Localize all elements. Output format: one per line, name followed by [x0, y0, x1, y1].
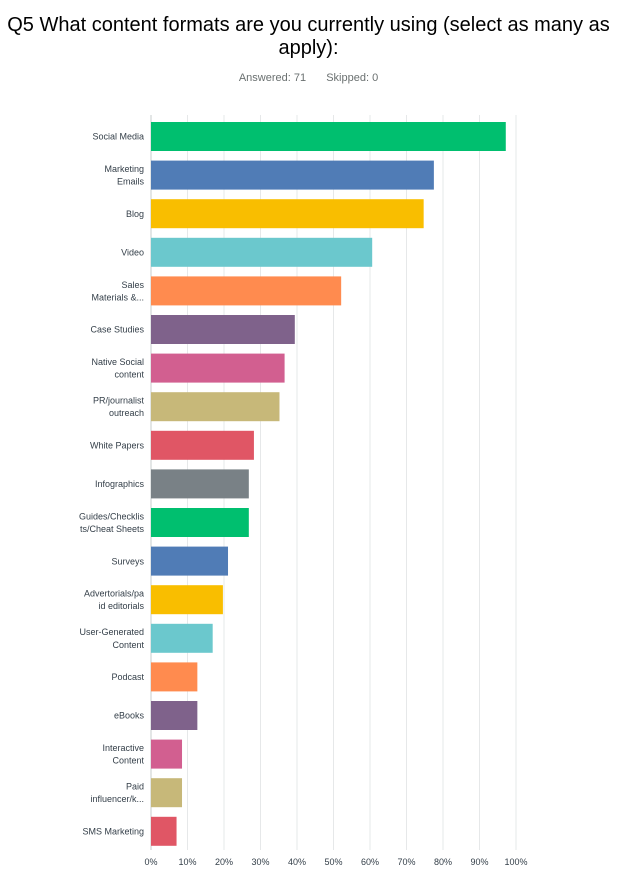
category-label: ts/Cheat Sheets: [80, 524, 145, 534]
bar: [151, 160, 434, 190]
chart-title: Q5 What content formats are you currentl…: [7, 14, 610, 59]
category-label: influencer/k...: [90, 794, 144, 804]
bar: [151, 469, 249, 499]
bar: [151, 122, 506, 151]
category-label: Content: [112, 756, 144, 766]
bar: [151, 546, 229, 576]
category-label: outreach: [109, 408, 144, 418]
bar: [151, 662, 198, 692]
category-label: Advertorials/pa: [84, 589, 144, 599]
bar: [151, 237, 373, 267]
bar: [151, 508, 249, 537]
bar: [151, 623, 213, 653]
x-tick-label: 0%: [144, 857, 157, 867]
category-label: Surveys: [111, 556, 144, 566]
category-label: Content: [112, 640, 144, 650]
x-tick-label: 30%: [251, 857, 269, 867]
x-tick-label: 10%: [178, 857, 196, 867]
bar: [151, 701, 198, 730]
bar: [151, 585, 223, 615]
gridlines: [150, 115, 517, 850]
category-label: Blog: [126, 209, 144, 219]
bar: [151, 430, 254, 460]
x-tick-label: 70%: [397, 857, 415, 867]
skipped-count: Skipped: 0: [326, 72, 379, 84]
category-label: Paid: [126, 782, 144, 792]
category-label: Emails: [117, 177, 145, 187]
category-label: Sales: [121, 280, 144, 290]
category-label: User-Generated: [79, 627, 144, 637]
category-label: SMS Marketing: [82, 827, 144, 837]
x-tick-label: 100%: [504, 857, 527, 867]
bar: [151, 778, 183, 808]
category-label: Native Social: [91, 357, 144, 367]
bar: [151, 739, 183, 769]
x-axis-ticks: 0% 10% 20% 30% 40% 50% 60% 70% 80% 90% 100%: [144, 857, 527, 867]
x-tick-label: 90%: [470, 857, 488, 867]
response-summary: Answered: 71 Skipped: 0: [0, 72, 617, 84]
x-tick-label: 40%: [288, 857, 306, 867]
category-labels: Social Media Marketing Emails Blog Video Sale…: [79, 132, 145, 837]
x-tick-label: 50%: [324, 857, 342, 867]
category-label: PR/journalist: [93, 396, 145, 406]
category-label: Infographics: [95, 479, 145, 489]
bar: [151, 315, 295, 344]
bar: [151, 816, 177, 846]
bar: [151, 392, 280, 422]
category-label: eBooks: [114, 711, 145, 721]
category-label: Marketing: [104, 164, 144, 174]
bars: [151, 122, 506, 846]
category-label: Guides/Checklis: [79, 511, 145, 521]
bar: [151, 199, 424, 229]
category-label: Social Media: [92, 132, 144, 142]
x-tick-label: 60%: [361, 857, 379, 867]
category-label: Materials &...: [91, 292, 144, 302]
x-tick-label: 80%: [434, 857, 452, 867]
category-label: Case Studies: [90, 325, 144, 335]
category-label: Interactive: [102, 743, 144, 753]
bar: [151, 276, 342, 306]
category-label: id editorials: [98, 601, 144, 611]
category-label: content: [114, 370, 144, 380]
category-label: White Papers: [90, 441, 145, 451]
category-label: Video: [121, 248, 144, 258]
category-label: Podcast: [111, 672, 144, 682]
bar: [151, 353, 285, 383]
answered-count: Answered: 71: [238, 72, 307, 84]
x-tick-label: 20%: [215, 857, 233, 867]
